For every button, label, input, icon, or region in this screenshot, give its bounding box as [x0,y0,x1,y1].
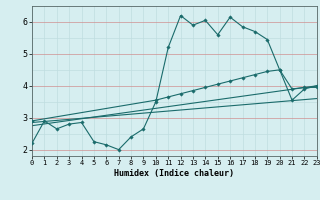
X-axis label: Humidex (Indice chaleur): Humidex (Indice chaleur) [115,169,234,178]
